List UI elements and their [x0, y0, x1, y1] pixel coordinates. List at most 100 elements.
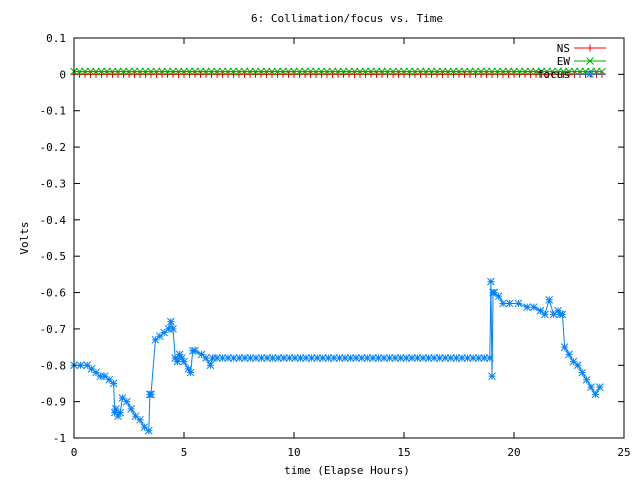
data-point	[141, 67, 150, 76]
data-point	[424, 354, 433, 362]
data-point	[411, 67, 419, 76]
data-point	[295, 67, 304, 76]
data-point	[218, 67, 227, 76]
x-tick-label: 0	[71, 446, 78, 459]
data-point	[529, 303, 538, 311]
data-point	[346, 354, 355, 362]
data-point	[560, 343, 569, 351]
data-point	[279, 354, 288, 362]
data-point	[565, 67, 573, 76]
y-tick-label: -0.6	[40, 287, 67, 300]
data-point	[185, 67, 194, 76]
data-point	[356, 67, 364, 76]
y-tick-label: -0.1	[40, 105, 67, 118]
data-point	[367, 67, 375, 76]
data-point	[100, 372, 109, 381]
y-tick-label: 0	[59, 68, 66, 81]
data-point	[449, 67, 458, 76]
data-point	[510, 67, 518, 76]
data-point	[136, 415, 144, 424]
data-point	[173, 357, 182, 366]
x-tick-label: 25	[617, 446, 630, 459]
data-point	[207, 67, 216, 76]
data-point	[202, 67, 210, 76]
data-point	[460, 67, 469, 76]
data-point	[435, 354, 444, 362]
data-point	[147, 67, 155, 76]
data-point	[240, 354, 249, 362]
data-point	[438, 67, 447, 76]
data-point	[455, 67, 463, 76]
data-point	[554, 67, 562, 76]
data-point	[569, 357, 578, 366]
data-point	[352, 354, 361, 362]
y-tick-label: -0.8	[40, 359, 67, 372]
data-point	[515, 67, 524, 76]
data-point	[83, 361, 92, 370]
data-point	[433, 67, 441, 76]
data-point	[374, 354, 383, 362]
data-point	[122, 397, 131, 406]
data-point	[444, 67, 452, 76]
data-point	[328, 67, 337, 76]
data-point	[427, 67, 436, 76]
y-tick-label: -0.5	[40, 250, 67, 263]
data-point	[540, 310, 549, 319]
data-point	[452, 354, 461, 362]
data-point	[268, 67, 276, 76]
data-point	[521, 67, 529, 76]
data-point	[488, 372, 496, 381]
data-point	[206, 361, 215, 370]
data-point	[499, 67, 507, 76]
data-point	[131, 412, 140, 421]
data-point	[257, 67, 265, 76]
data-point	[485, 354, 494, 362]
data-point	[87, 365, 96, 373]
data-point	[174, 67, 183, 76]
data-point	[257, 354, 266, 362]
data-point	[372, 67, 381, 76]
data-point	[477, 67, 485, 76]
data-point	[532, 67, 540, 76]
data-point	[202, 354, 210, 362]
data-point	[186, 368, 195, 377]
data-point	[191, 67, 199, 76]
data-point	[196, 67, 205, 76]
data-point	[116, 408, 125, 417]
data-point	[312, 67, 320, 76]
data-point	[400, 67, 408, 76]
data-point	[488, 67, 496, 76]
data-point	[505, 299, 514, 308]
data-point	[361, 67, 370, 76]
data-point	[549, 310, 558, 319]
legend-marker	[586, 70, 594, 78]
data-point	[466, 67, 474, 76]
data-point	[536, 306, 545, 315]
data-point	[246, 354, 255, 362]
x-tick-label: 10	[287, 446, 300, 459]
plot-frame	[73, 37, 625, 439]
data-point	[75, 67, 84, 76]
data-point	[118, 394, 127, 402]
data-point	[573, 361, 582, 370]
data-point	[290, 67, 298, 76]
data-point	[350, 67, 359, 76]
data-point	[402, 354, 411, 362]
data-point	[273, 67, 282, 76]
data-point	[394, 67, 403, 76]
data-point	[151, 335, 160, 344]
data-point	[240, 67, 249, 76]
data-point	[389, 67, 397, 76]
data-point	[383, 67, 392, 76]
data-point	[514, 299, 523, 308]
y-tick-label: -0.7	[40, 323, 67, 336]
data-point	[224, 354, 232, 362]
data-point	[279, 67, 287, 76]
data-point	[416, 67, 425, 76]
data-point	[595, 383, 604, 391]
data-point	[487, 277, 495, 286]
data-point	[163, 67, 172, 76]
series-layer	[70, 67, 606, 435]
data-point	[136, 67, 144, 76]
